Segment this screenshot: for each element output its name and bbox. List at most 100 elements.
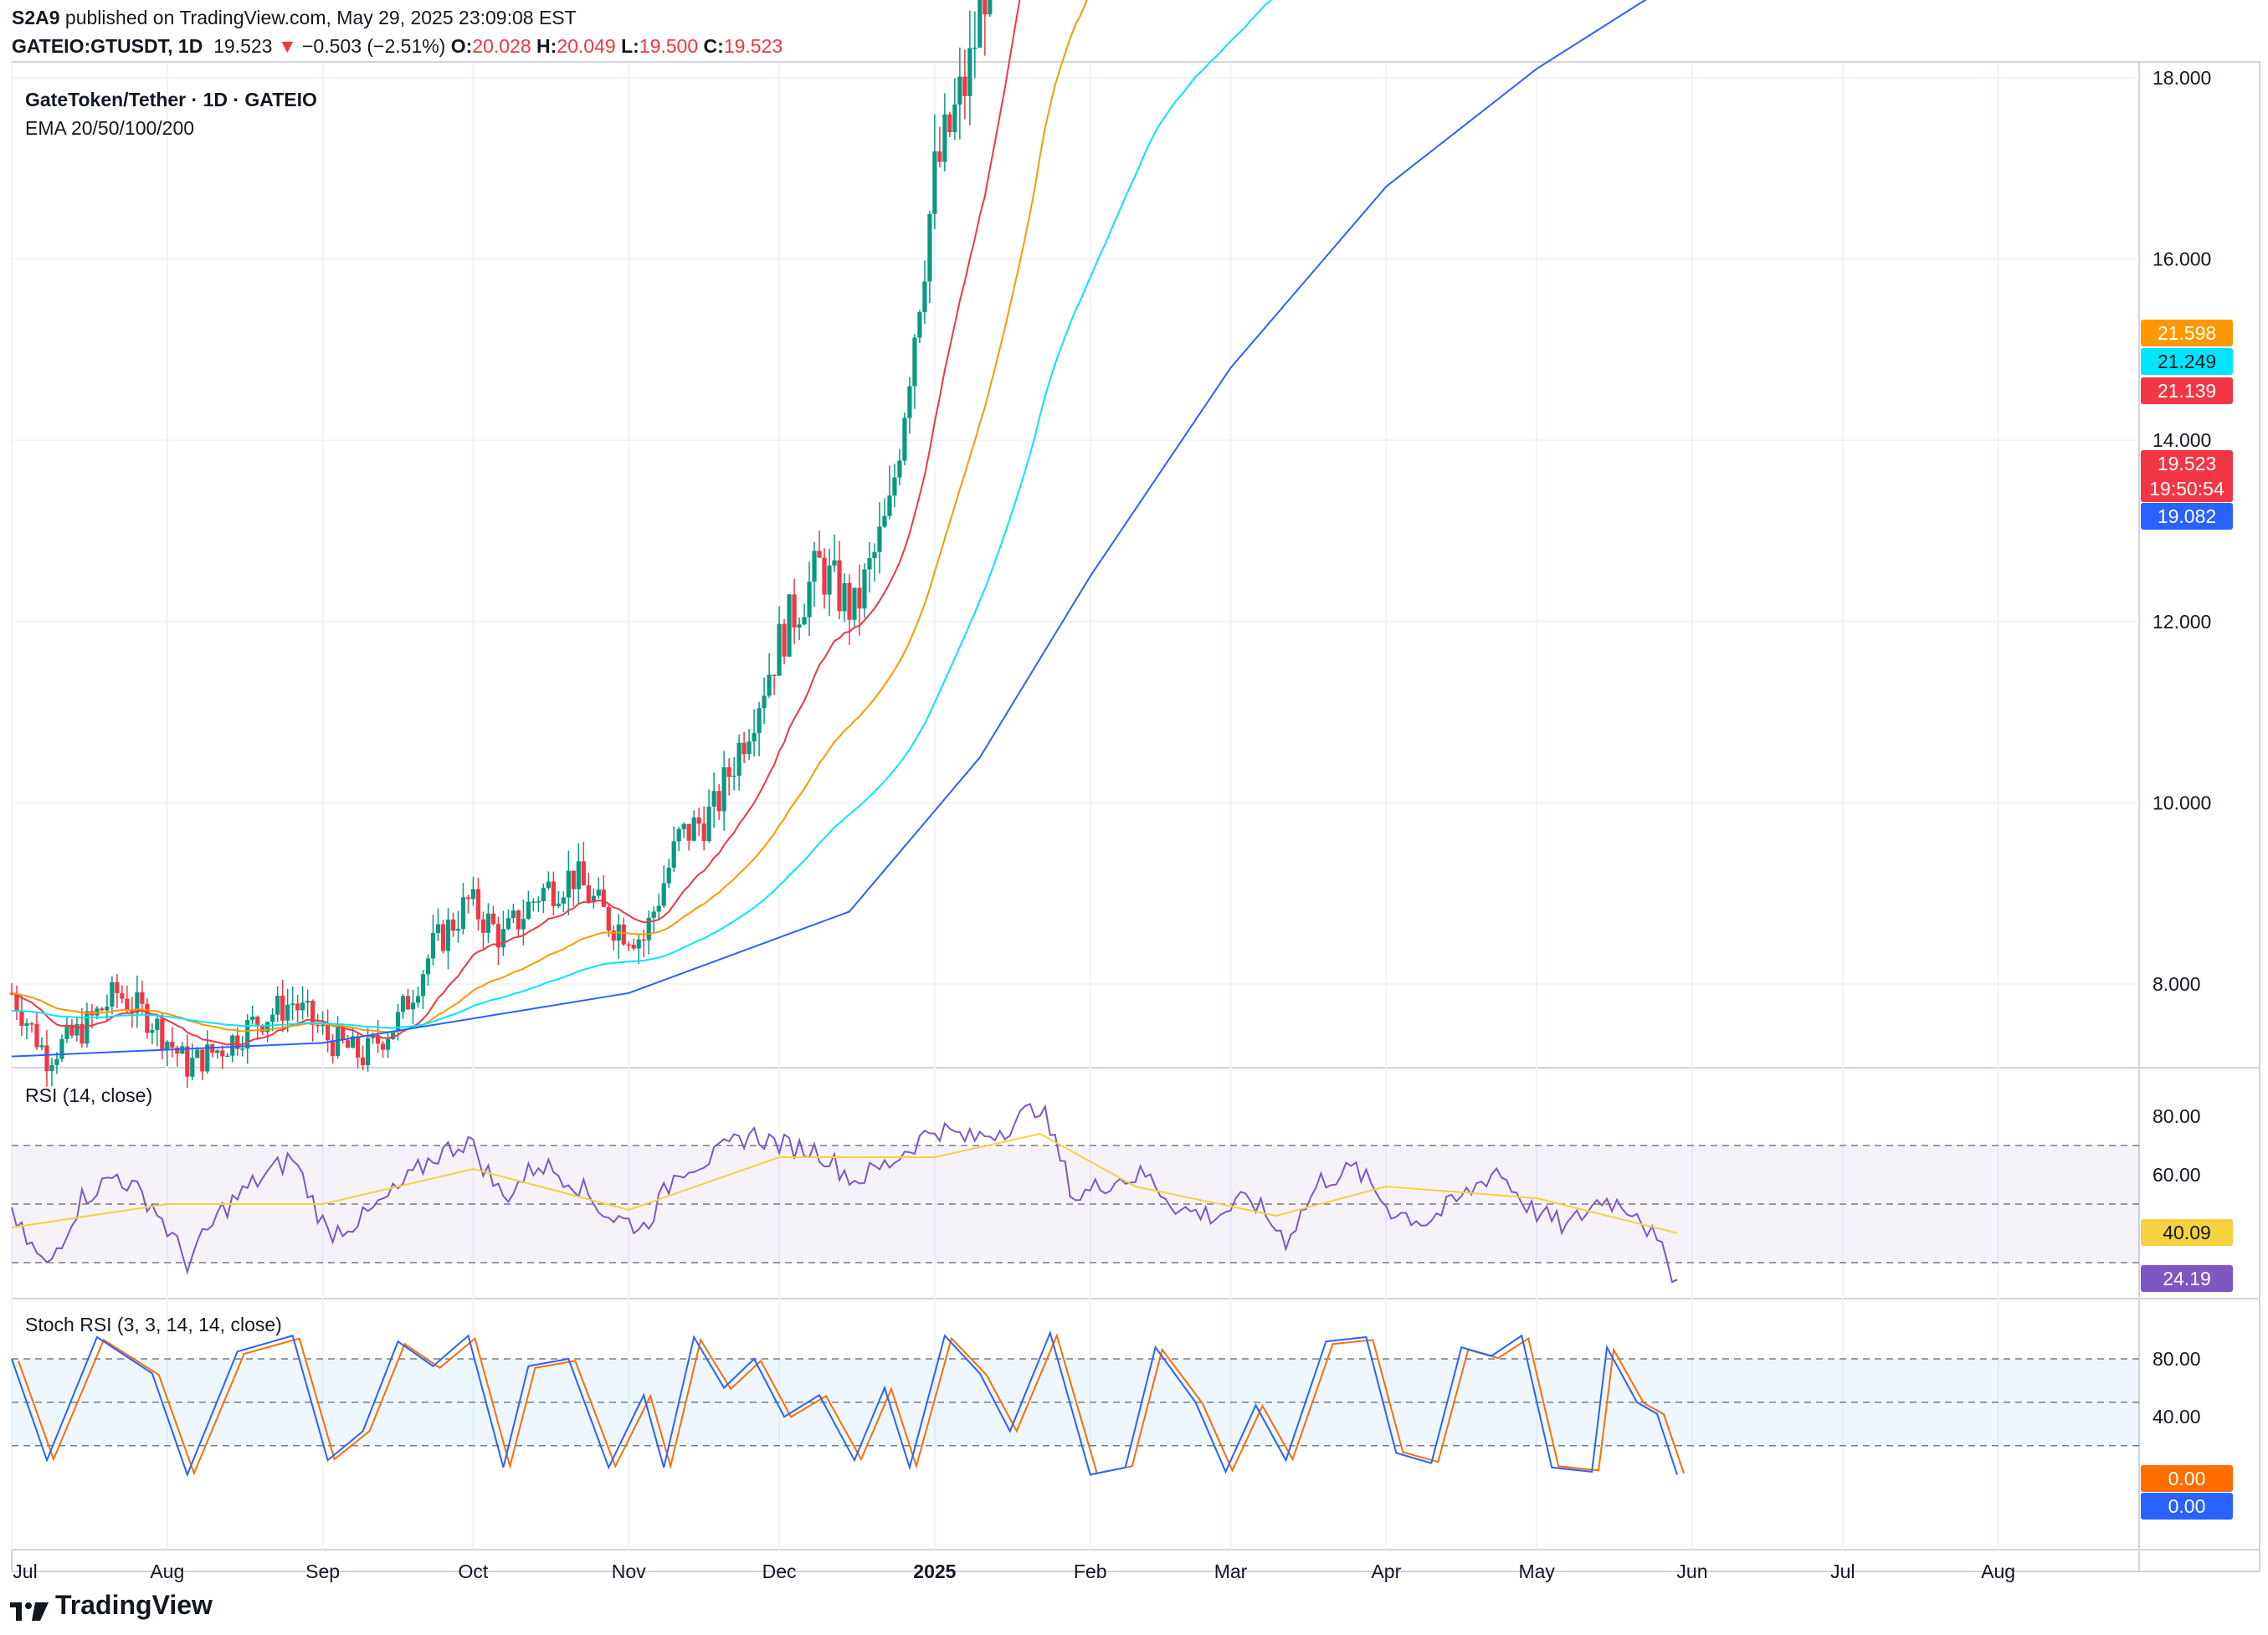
ema50-line xyxy=(11,0,1088,1033)
candle-body xyxy=(140,992,145,1004)
chart-title: GateToken/Tether · 1D · GATEIO xyxy=(25,89,317,110)
high-label: H: xyxy=(536,35,557,57)
candle-body xyxy=(666,867,671,884)
candle-body xyxy=(957,76,962,105)
stoch-tick-label: 80.00 xyxy=(2153,1348,2201,1370)
candle-body xyxy=(787,594,792,657)
candle-body xyxy=(310,1000,316,1025)
symbol-name: GATEIO:GTUSDT, 1D xyxy=(12,35,203,57)
candle-body xyxy=(420,974,426,997)
open-value: 20.028 xyxy=(472,35,531,57)
stoch-value-tag xyxy=(2141,1493,2233,1520)
chart-frame xyxy=(11,61,2260,1572)
price-label-tag xyxy=(2141,377,2233,404)
candle-body xyxy=(681,823,686,829)
last-price: 19.523 xyxy=(213,35,273,57)
time-tick-label: Apr xyxy=(1371,1561,1401,1582)
price-tick-label: 16.000 xyxy=(2153,249,2211,270)
candle-body xyxy=(531,901,536,903)
candle-body xyxy=(19,1011,24,1027)
price-label-tag xyxy=(2141,348,2233,375)
candle-body xyxy=(495,924,501,948)
candle-body xyxy=(240,1048,245,1050)
candle-body xyxy=(505,918,511,930)
price-label-value: 21.249 xyxy=(2158,351,2216,372)
candle-body xyxy=(967,48,972,96)
candle-body xyxy=(130,1010,135,1013)
time-tick-label: Oct xyxy=(459,1561,489,1582)
candle-body xyxy=(255,1017,260,1026)
candle-body xyxy=(887,495,892,516)
candle-body xyxy=(897,460,902,478)
candle-body xyxy=(380,1043,386,1050)
candle-body xyxy=(74,1023,80,1036)
candle-body xyxy=(365,1038,371,1066)
candle-body xyxy=(646,917,651,941)
rsi-value-label: 40.09 xyxy=(2163,1222,2211,1243)
candle-body xyxy=(641,939,646,941)
candle-body xyxy=(360,1057,366,1066)
candle-body xyxy=(331,1040,336,1056)
candle-body xyxy=(316,1024,321,1027)
rsi-line xyxy=(11,1103,1678,1284)
candle-body xyxy=(892,477,897,496)
time-tick-label: Jul xyxy=(1830,1561,1855,1582)
candle-body xyxy=(526,901,531,920)
candle-body xyxy=(837,560,842,612)
tradingview-logo[interactable]: TradingView xyxy=(10,1590,213,1621)
candle-body xyxy=(275,995,280,1015)
ema100-line xyxy=(12,0,1273,1029)
candle-body xyxy=(115,982,120,994)
price-label-value: 21.598 xyxy=(2158,322,2216,344)
candle-body xyxy=(24,1023,29,1027)
candle-body xyxy=(44,1045,49,1072)
candle-body xyxy=(355,1036,361,1058)
stoch-value-label: 0.00 xyxy=(2168,1468,2206,1489)
candle-body xyxy=(842,582,847,612)
candle-body xyxy=(621,924,626,945)
candle-body xyxy=(521,919,526,930)
candle-body xyxy=(475,889,481,920)
candle-body xyxy=(541,888,546,902)
candle-body xyxy=(300,1002,305,1011)
candle-body xyxy=(516,910,521,930)
close-label: C: xyxy=(703,35,724,57)
candle-body xyxy=(180,1046,185,1054)
candle-body xyxy=(490,913,496,925)
tradingview-logo-icon xyxy=(10,1597,49,1621)
candle-body xyxy=(862,569,867,609)
candle-body xyxy=(210,1044,215,1053)
candle-body xyxy=(857,587,862,609)
candle-body xyxy=(350,1036,356,1048)
candle-body xyxy=(611,930,616,941)
candle-body xyxy=(726,766,731,777)
candle-body xyxy=(440,924,446,951)
price-label-tag xyxy=(2141,450,2233,502)
candle-body xyxy=(49,1064,54,1072)
low-value: 19.500 xyxy=(639,35,699,57)
candle-body xyxy=(29,1023,34,1025)
candle-body xyxy=(511,910,516,919)
candle-body xyxy=(415,996,421,1003)
publish-date: published on TradingView.com, May 29, 20… xyxy=(59,7,577,28)
candle-body xyxy=(782,623,787,657)
candle-body xyxy=(250,1017,255,1020)
candle-body xyxy=(762,695,767,709)
rsi-ma-line xyxy=(11,1132,1678,1234)
candle-body xyxy=(927,213,932,282)
price-tick-label: 18.000 xyxy=(2153,67,2211,89)
time-tick-label: Aug xyxy=(150,1561,184,1582)
candle-body xyxy=(962,76,967,96)
candle-body xyxy=(150,1030,155,1033)
rsi-value-label: 24.19 xyxy=(2163,1268,2211,1289)
candle-body xyxy=(265,1022,270,1033)
publish-info: S2A9 published on TradingView.com, May 2… xyxy=(12,7,577,29)
down-arrow-icon: ▼ xyxy=(277,35,297,57)
time-tick-label: Jul xyxy=(13,1561,37,1582)
candle-body xyxy=(822,557,827,595)
candle-body xyxy=(902,418,907,461)
rsi-value-tag xyxy=(2141,1265,2233,1292)
candle-body xyxy=(792,594,797,628)
candle-body xyxy=(185,1046,190,1077)
